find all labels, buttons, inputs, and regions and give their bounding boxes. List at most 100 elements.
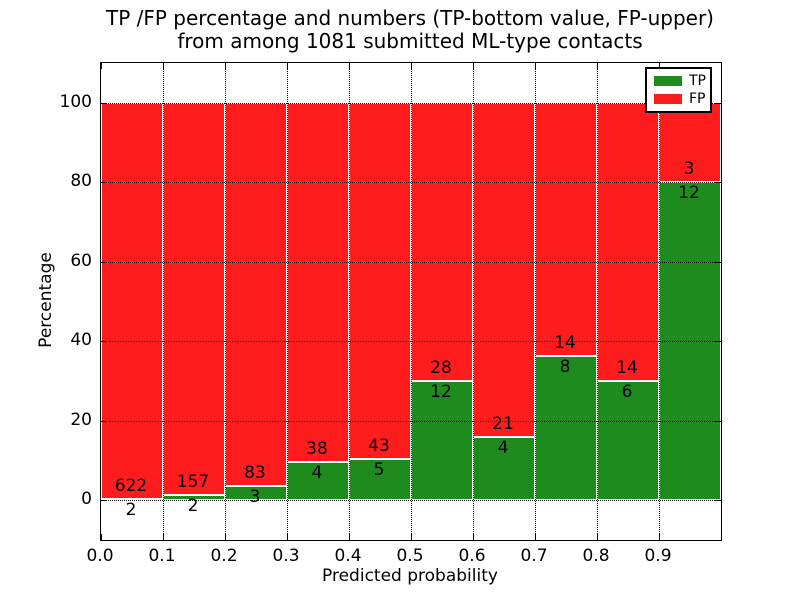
tp-color-swatch	[654, 76, 682, 87]
y-tick-label: 20	[70, 409, 92, 430]
tp-count-label: 3	[249, 487, 261, 508]
axis-tick	[101, 102, 107, 104]
chart-title-line1: TP /FP percentage and numbers (TP-bottom…	[106, 6, 714, 30]
x-tick-label: 0.9	[644, 546, 672, 566]
fp-count-label: 21	[492, 413, 514, 434]
y-tick-label: 60	[70, 250, 92, 271]
axis-tick	[535, 534, 536, 540]
x-tick-label: 0.0	[86, 546, 114, 566]
axis-tick	[411, 63, 412, 69]
x-tick-label: 0.5	[396, 546, 424, 566]
bar-tp-segment	[287, 462, 349, 501]
fp-count-label: 83	[244, 463, 266, 484]
gridline-v	[163, 63, 164, 540]
axis-tick	[101, 261, 107, 263]
y-tick-label: 0	[81, 489, 92, 510]
bar-fp-segment	[473, 102, 535, 437]
fp-count-label: 3	[683, 159, 695, 180]
gridline-v	[349, 63, 350, 540]
axis-tick	[715, 341, 721, 343]
legend-item-tp: TP	[647, 74, 710, 88]
gridline-v	[659, 63, 660, 540]
axis-tick	[287, 534, 288, 540]
fp-count-label: 622	[114, 475, 148, 496]
tp-count-label: 12	[678, 183, 700, 204]
axis-tick	[349, 63, 350, 69]
fp-count-label: 43	[368, 435, 390, 456]
axis-tick	[659, 534, 660, 540]
legend: TP FP	[645, 67, 712, 113]
fp-count-label: 14	[554, 332, 576, 353]
axis-tick	[715, 420, 721, 422]
gridline-v	[535, 63, 536, 540]
bar-fp-segment	[101, 102, 163, 499]
gridline-v	[473, 63, 474, 540]
x-tick-label: 0.8	[582, 546, 610, 566]
x-tick-label: 0.3	[272, 546, 300, 566]
bar-tp-segment	[411, 381, 473, 501]
fp-count-label: 28	[430, 358, 452, 378]
chart-title-line2: from among 1081 submitted ML-type contac…	[177, 29, 643, 53]
axis-tick	[535, 63, 536, 69]
axis-tick	[715, 182, 721, 184]
fp-count-label: 38	[306, 439, 328, 460]
bar-fp-segment	[163, 102, 225, 496]
axis-tick	[473, 534, 474, 540]
axis-tick	[225, 63, 226, 69]
tp-count-label: 6	[621, 382, 633, 402]
tp-count-label: 8	[559, 356, 571, 377]
y-tick-label: 80	[70, 171, 92, 192]
bar-fp-segment	[597, 102, 659, 381]
axis-tick	[715, 102, 721, 104]
y-tick-label: 100	[59, 91, 92, 112]
axis-tick	[163, 534, 164, 540]
bar-fp-segment	[411, 102, 473, 381]
gridline-v	[225, 63, 226, 540]
tp-count-label: 4	[497, 437, 509, 458]
legend-label-tp: TP	[689, 73, 706, 90]
x-tick-label: 0.4	[334, 546, 362, 566]
axis-tick	[287, 63, 288, 69]
legend-item-fp: FP	[647, 92, 710, 106]
bar-tp-segment	[349, 458, 411, 501]
fp-count-label: 14	[616, 358, 638, 378]
tp-count-label: 2	[187, 496, 199, 517]
gridline-v	[597, 63, 598, 540]
axis-tick	[101, 63, 102, 69]
bar-fp-segment	[349, 102, 411, 459]
gridline-v	[411, 63, 412, 540]
axis-tick	[659, 63, 660, 69]
axis-tick	[715, 261, 721, 263]
x-tick-label: 0.6	[458, 546, 486, 566]
x-tick-label: 0.1	[148, 546, 176, 566]
x-tick-label: 0.2	[210, 546, 238, 566]
bar-fp-segment	[535, 102, 597, 356]
axis-tick	[411, 534, 412, 540]
tp-count-label: 5	[373, 459, 385, 480]
axis-tick	[715, 500, 721, 502]
bar-tp-segment	[597, 381, 659, 501]
axis-tick	[225, 534, 226, 540]
axis-tick	[349, 534, 350, 540]
plot-area	[100, 62, 722, 541]
axis-tick	[597, 63, 598, 69]
axis-tick	[101, 341, 107, 343]
axis-tick	[163, 63, 164, 69]
legend-label-fp: FP	[689, 90, 706, 107]
bar-fp-segment	[225, 102, 287, 487]
tp-count-label: 4	[311, 463, 323, 484]
fp-color-swatch	[654, 93, 682, 104]
axis-tick	[101, 500, 107, 502]
axis-tick	[101, 420, 107, 422]
bar-tp-segment	[473, 436, 535, 501]
x-axis-label: Predicted probability	[322, 566, 498, 586]
axis-tick	[597, 534, 598, 540]
x-tick-label: 0.7	[520, 546, 548, 566]
fp-count-label: 157	[176, 472, 210, 493]
axis-tick	[101, 182, 107, 184]
tp-count-label: 12	[430, 382, 452, 402]
axis-tick	[473, 63, 474, 69]
bar-tp-segment	[535, 355, 597, 501]
axis-tick	[101, 534, 102, 540]
